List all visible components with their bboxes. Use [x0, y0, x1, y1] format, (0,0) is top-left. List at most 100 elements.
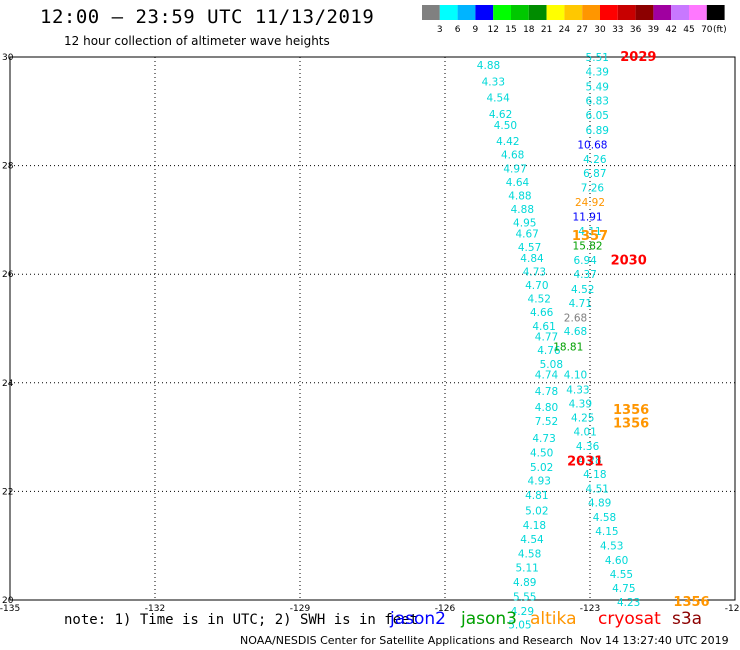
data-label: 4.80 [535, 402, 558, 414]
data-label: 4.29 [511, 606, 534, 618]
data-label: 4.84 [520, 253, 544, 265]
data-label: 4.57 [518, 242, 541, 254]
y-tick-label: 22 [2, 487, 13, 497]
data-label: 5.49 [586, 81, 609, 93]
data-label: 4.52 [571, 284, 594, 296]
legend-swatch [564, 5, 583, 20]
data-label: 4.42 [496, 136, 519, 148]
legend-tick-label: 70 [701, 25, 713, 35]
data-label: 6.89 [586, 125, 609, 137]
data-label: 5.08 [540, 359, 563, 371]
y-tick-label: 30 [2, 53, 14, 63]
legend-s3a: s3a [672, 609, 703, 629]
data-label: 5.55 [513, 592, 536, 604]
data-label: 4.28 [578, 455, 601, 467]
data-label: 4.61 [532, 321, 555, 333]
data-label: 4.58 [593, 512, 616, 524]
data-label: 6.83 [586, 95, 609, 107]
y-tick-label: 26 [2, 270, 14, 280]
data-label: 18.81 [553, 341, 583, 353]
data-label: 4.58 [518, 548, 541, 560]
legend-swatch [706, 5, 725, 20]
data-label: 4.53 [600, 541, 623, 553]
data-label: 4.33 [482, 76, 505, 88]
x-tick-label: -120 [725, 604, 740, 614]
data-label: 4.88 [508, 190, 531, 202]
data-label: 4.15 [595, 526, 618, 538]
color-legend: 3 6 9 12 15 18 21 24 27 30 33 36 39 42 45 70 (ft) [422, 5, 727, 35]
data-label: 4.50 [494, 120, 517, 132]
data-label: 4.78 [535, 386, 558, 398]
data-label: 5.02 [530, 462, 553, 474]
data-label: 4.18 [523, 520, 546, 532]
data-label: 4.74 [535, 370, 559, 382]
legend-tick-label: 18 [523, 25, 535, 35]
legend-swatch [653, 5, 672, 20]
footer-credit: NOAA/NESDIS Center for Satellite Applica… [240, 634, 574, 647]
legend-swatch [635, 5, 654, 20]
legend-tick-label: 39 [648, 25, 660, 35]
data-label: 4.89 [513, 577, 536, 589]
data-label: 2.68 [564, 313, 587, 325]
data-label: 6.87 [583, 168, 606, 180]
data-label: 4.50 [530, 447, 553, 459]
data-label: 11.91 [573, 212, 603, 224]
legend-tick-label: 6 [455, 25, 461, 35]
legend-swatch [511, 5, 529, 20]
data-label: 10.68 [577, 139, 607, 151]
data-label: 4.62 [489, 109, 512, 121]
legend-tick-label: 15 [505, 25, 516, 35]
data-label: 2030 [611, 254, 647, 269]
legend-jason2: jason2 [390, 609, 446, 629]
legend-swatch [546, 5, 565, 20]
data-label: 4.39 [586, 67, 609, 79]
data-label: 4.73 [523, 266, 546, 278]
data-label: 2031 [567, 455, 603, 470]
legend-swatch [493, 5, 511, 20]
data-label: 5.05 [508, 619, 531, 631]
data-label: 4.73 [532, 433, 555, 445]
x-tick-label: -135 [0, 604, 20, 614]
data-label: 5.51 [586, 52, 609, 64]
data-label: 4.68 [564, 326, 587, 338]
legend-swatch [475, 5, 494, 20]
data-label: 4.25 [571, 413, 594, 425]
plot-area: -135 -132 -129 -126 -123 -120 20 22 24 26 28 30 [0, 53, 740, 614]
data-label: 1357 [572, 229, 608, 244]
data-label: 4.60 [605, 555, 628, 567]
y-tick-label: 24 [2, 379, 14, 389]
legend-tick-label: 27 [576, 25, 587, 35]
data-label: 7.26 [581, 182, 605, 194]
data-label: 1356 [613, 417, 649, 432]
legend-tick-label: 9 [473, 25, 479, 35]
data-label: 4.88 [477, 60, 500, 72]
data-label: 4.37 [573, 269, 596, 281]
footer-timestamp: Nov 14 13:27:40 UTC 2019 [580, 634, 729, 647]
legend-unit: (ft) [713, 25, 727, 35]
data-label: 2029 [620, 50, 656, 65]
data-label: 1356 [673, 595, 709, 610]
data-label: 4.18 [583, 469, 606, 481]
data-label: 4.64 [506, 177, 530, 189]
legend-swatch [600, 5, 618, 20]
data-label: 4.88 [511, 204, 534, 216]
y-tick-label: 20 [2, 596, 14, 606]
legend-swatch [582, 5, 600, 20]
data-label: 5.02 [525, 505, 548, 517]
legend-swatch [457, 5, 476, 20]
data-label: 4.39 [569, 398, 592, 410]
legend-tick-label: 42 [665, 25, 676, 35]
data-label: 4.52 [528, 294, 551, 306]
data-label: 4.23 [617, 597, 640, 609]
plot-frame [9, 56, 736, 601]
legend-tick-label: 33 [612, 25, 623, 35]
chart-subtitle: 12 hour collection of altimeter wave hei… [64, 34, 330, 48]
x-tick-label: -126 [435, 604, 456, 614]
x-tick-label: -123 [580, 604, 600, 614]
data-label: 6.94 [573, 255, 597, 267]
data-label: 4.36 [576, 441, 600, 453]
legend-cryosat: cryosat [598, 609, 661, 629]
legend-jason3: jason3 [461, 609, 517, 629]
data-label: 4.51 [586, 484, 609, 496]
